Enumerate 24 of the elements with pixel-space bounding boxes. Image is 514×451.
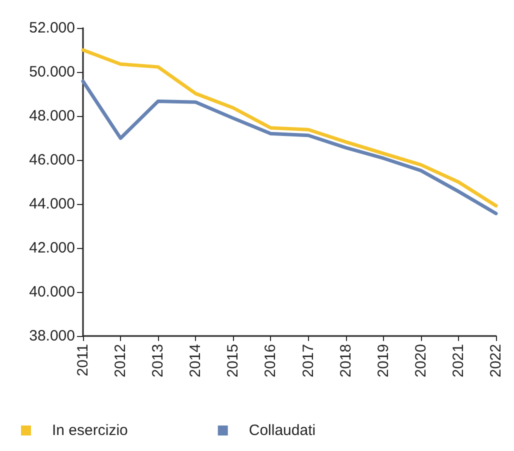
x-tick-label: 2022 (488, 344, 504, 378)
y-tick-label: 48.000 (29, 108, 75, 124)
x-tick-label: 2015 (224, 344, 242, 378)
x-tick-label: 2020 (412, 344, 430, 378)
y-tick-label: 38.000 (29, 328, 75, 344)
legend-label: Collaudati (248, 422, 316, 439)
x-tick-label: 2021 (450, 344, 467, 378)
x-tick-label: 2019 (374, 344, 392, 378)
legend-label: In esercizio (52, 422, 128, 439)
x-tick-label: 2014 (187, 344, 204, 378)
y-tick-label: 50.000 (29, 64, 75, 80)
x-tick-label: 2018 (337, 344, 354, 378)
x-tick-label: 2016 (262, 344, 280, 378)
y-tick-label: 40.000 (29, 284, 75, 300)
y-tick-label: 52.000 (29, 20, 75, 36)
x-tick-label: 2017 (300, 344, 317, 378)
y-tick-label: 46.000 (29, 152, 75, 168)
y-tick-label: 44.000 (29, 196, 75, 212)
line-series (81, 79, 498, 216)
x-tick-label: 2011 (74, 344, 92, 376)
line-series (81, 48, 498, 208)
x-tick-label: 2012 (112, 344, 130, 378)
x-tick-label: 2013 (150, 344, 167, 378)
y-tick-label: 42.000 (29, 240, 75, 256)
